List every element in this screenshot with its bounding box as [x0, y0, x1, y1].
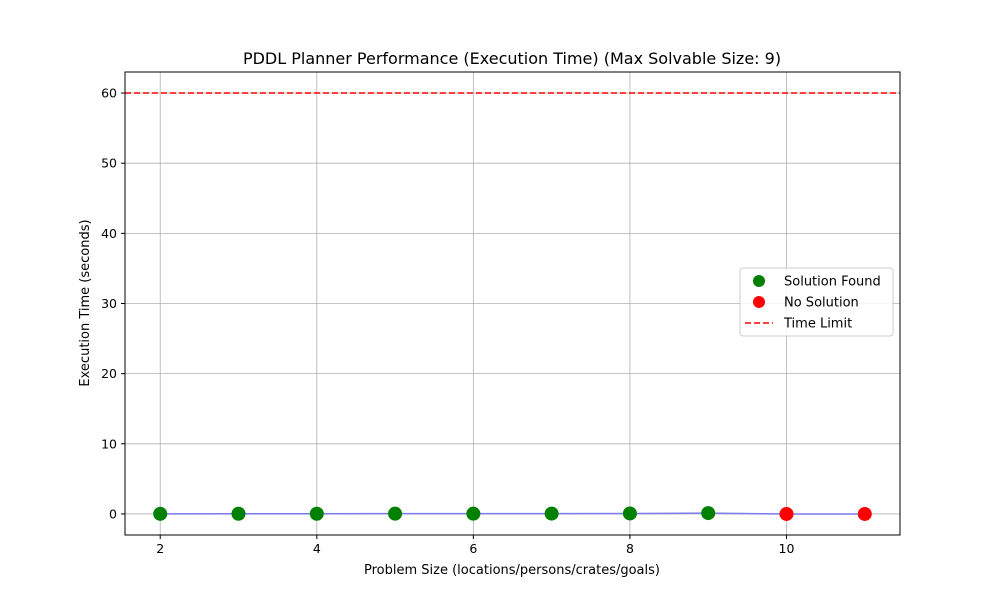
- data-point: [544, 506, 559, 521]
- y-tick-label: 60: [101, 86, 117, 101]
- x-tick-label: 4: [313, 541, 321, 556]
- data-point: [701, 506, 716, 521]
- x-axis-label: Problem Size (locations/persons/crates/g…: [364, 563, 660, 578]
- data-point: [857, 506, 872, 521]
- data-point: [466, 506, 481, 521]
- x-tick-label: 6: [469, 541, 477, 556]
- y-tick-label: 50: [101, 156, 117, 171]
- x-tick-label: 2: [156, 541, 164, 556]
- y-tick-label: 20: [101, 366, 117, 381]
- legend-marker: [753, 296, 765, 308]
- legend: Solution Found No Solution Time Limit: [739, 267, 894, 337]
- y-axis-label: Execution Time (seconds): [78, 219, 93, 386]
- x-tick-label: 8: [626, 541, 634, 556]
- data-point: [231, 506, 246, 521]
- data-point: [153, 506, 168, 521]
- y-tick-label: 40: [101, 226, 117, 241]
- legend-label: No Solution: [784, 296, 859, 311]
- data-point: [309, 506, 324, 521]
- legend-marker: [753, 275, 765, 287]
- series-line: [160, 512, 865, 515]
- y-tick-label: 30: [101, 296, 117, 311]
- x-tick-label: 10: [779, 541, 795, 556]
- chart-title: PDDL Planner Performance (Execution Time…: [243, 49, 781, 68]
- plot-area: [125, 92, 900, 521]
- legend-box: [739, 267, 894, 337]
- legend-label: Time Limit: [783, 317, 852, 332]
- data-point: [622, 506, 637, 521]
- data-point: [388, 506, 403, 521]
- y-tick-label: 0: [109, 506, 117, 521]
- data-point: [779, 506, 794, 521]
- axes: 2 4 6 8 10 0 10 20 30 40 50 60: [101, 71, 901, 556]
- y-tick-label: 10: [101, 436, 117, 451]
- legend-label: Solution Found: [784, 275, 881, 290]
